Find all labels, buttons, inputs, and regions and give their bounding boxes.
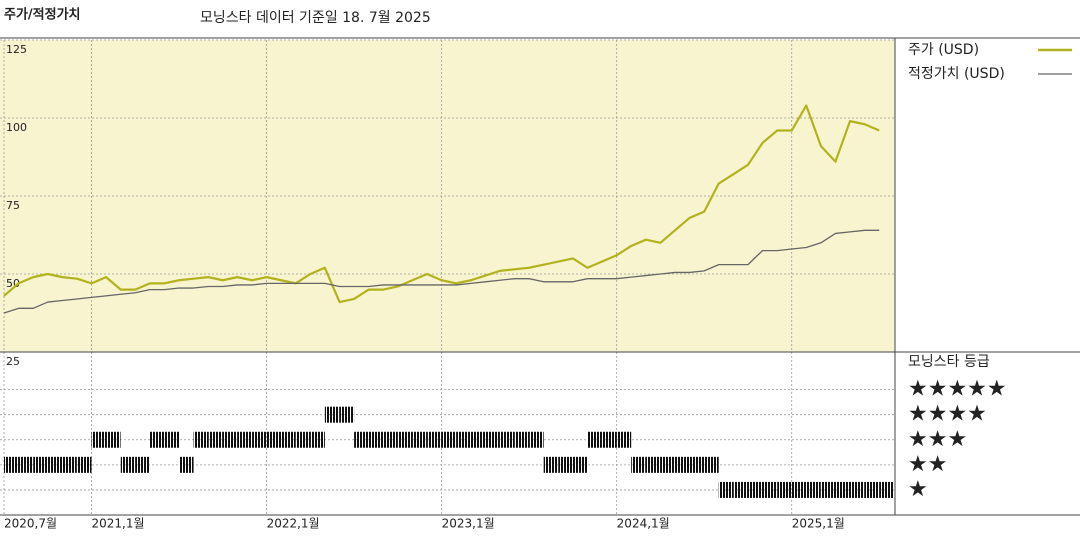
- rating-bar: [514, 431, 530, 448]
- rating-bar: [791, 481, 807, 498]
- rating-bar: [120, 456, 136, 473]
- rating-bar: [470, 431, 486, 448]
- rating-bar: [820, 481, 836, 498]
- rating-bar: [106, 431, 121, 448]
- rating-bar: [602, 431, 617, 448]
- rating-bar: [62, 456, 77, 473]
- rating-bar: [835, 481, 851, 498]
- rating-bar: [339, 406, 355, 423]
- y-tick-label: 125: [6, 43, 27, 56]
- rating-bar: [558, 456, 573, 473]
- rating-bar: [47, 456, 63, 473]
- rating-bar: [397, 431, 413, 448]
- rating-bar: [135, 456, 150, 473]
- rating-bar: [427, 431, 442, 448]
- rating-bar: [587, 431, 602, 448]
- rating-label: ★★★★★: [908, 377, 1007, 402]
- rating-bar: [281, 431, 296, 448]
- y-tick-label: 100: [6, 121, 27, 134]
- rating-bar: [616, 431, 632, 448]
- rating-bar: [879, 481, 894, 498]
- rating-bar: [485, 431, 500, 448]
- rating-bar: [237, 431, 252, 448]
- rating-bar: [747, 481, 763, 498]
- chart-subtitle: 모닝스타 데이터 기준일 18. 7월 2025: [200, 10, 431, 26]
- rating-bar: [645, 456, 661, 473]
- rating-bar: [18, 456, 34, 473]
- rating-bar: [4, 456, 19, 473]
- y-tick-label: 50: [6, 277, 20, 290]
- x-tick-label: 2020,7월: [4, 517, 57, 531]
- x-tick-label: 2023,1월: [442, 517, 495, 531]
- rating-bar: [777, 481, 792, 498]
- series-line: [3, 229, 880, 314]
- rating-bar: [631, 456, 646, 473]
- x-tick-label: 2022,1월: [267, 517, 320, 531]
- rating-bar: [193, 431, 209, 448]
- rating-bar: [354, 431, 369, 448]
- rating-bar: [412, 431, 427, 448]
- rating-bar: [76, 456, 92, 473]
- rating-bar: [383, 431, 398, 448]
- rating-bar: [295, 431, 311, 448]
- rating-bar: [806, 481, 821, 498]
- y-tick-label: 75: [6, 199, 20, 212]
- rating-bar: [499, 431, 515, 448]
- legend-label: 주가 (USD): [908, 42, 979, 58]
- rating-bar: [324, 406, 340, 423]
- rating-bar: [149, 431, 165, 448]
- rating-bar: [543, 456, 559, 473]
- rating-bar: [704, 456, 719, 473]
- rating-bar: [368, 431, 384, 448]
- rating-bar: [718, 481, 734, 498]
- legend-label: 적정가치 (USD): [908, 66, 1005, 82]
- rating-bar: [762, 481, 778, 498]
- rating-bar: [252, 431, 267, 448]
- chart-title: 주가/적정가치: [4, 7, 81, 23]
- x-tick-label: 2025,1월: [792, 517, 845, 531]
- y-tick-label: 25: [6, 355, 20, 368]
- rating-label: ★: [908, 477, 928, 502]
- rating-label: ★★★: [908, 427, 967, 452]
- rating-label: ★★: [908, 452, 947, 477]
- rating-bar: [164, 431, 180, 448]
- rating-bar: [441, 431, 457, 448]
- rating-bar: [864, 481, 880, 498]
- rating-bar: [33, 456, 48, 473]
- rating-bar: [529, 431, 544, 448]
- rating-bar: [660, 456, 675, 473]
- rating-bar: [179, 456, 194, 473]
- rating-bar: [310, 431, 325, 448]
- rating-bar: [456, 431, 471, 448]
- series-line: [3, 104, 880, 304]
- x-tick-label: 2021,1월: [92, 517, 145, 531]
- rating-bar: [266, 431, 282, 448]
- rating-bar: [572, 456, 588, 473]
- rating-bar: [208, 431, 223, 448]
- rating-bar: [91, 431, 107, 448]
- rating-bar: [674, 456, 690, 473]
- rating-bar: [850, 481, 865, 498]
- rating-bar: [733, 481, 748, 498]
- rating-bar: [222, 431, 238, 448]
- rating-label: ★★★★: [908, 402, 987, 427]
- x-tick-label: 2024,1월: [617, 517, 670, 531]
- rating-title: 모닝스타 등급: [908, 354, 990, 370]
- rating-bar: [689, 456, 705, 473]
